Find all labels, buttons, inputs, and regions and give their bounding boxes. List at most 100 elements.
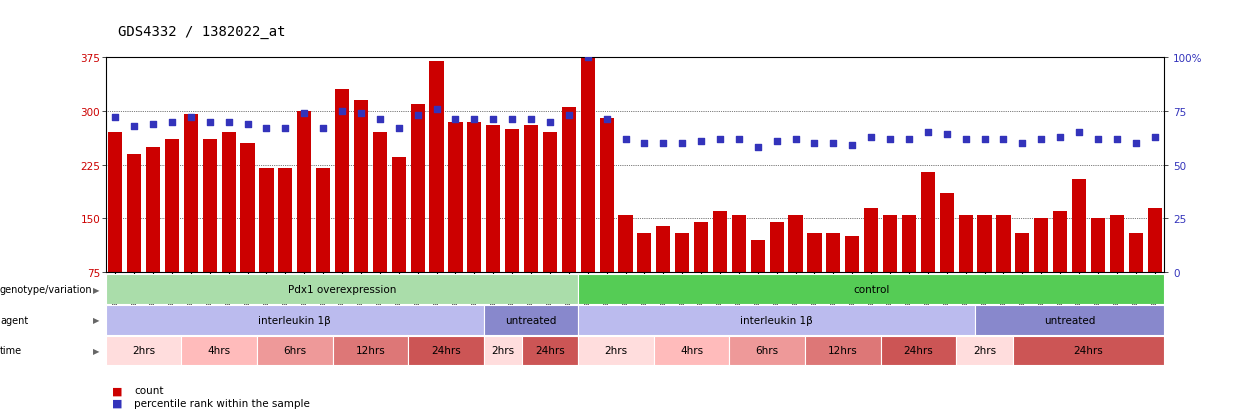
Point bbox=[691, 138, 711, 145]
Bar bbox=[298, 112, 311, 326]
Bar bbox=[600, 119, 614, 326]
Point bbox=[975, 136, 995, 143]
Text: 4hrs: 4hrs bbox=[680, 346, 703, 356]
Bar bbox=[940, 194, 954, 326]
Bar bbox=[484, 305, 578, 335]
Text: 24hrs: 24hrs bbox=[1073, 346, 1103, 356]
Text: 2hrs: 2hrs bbox=[605, 346, 627, 356]
Point bbox=[238, 121, 258, 128]
Bar bbox=[921, 172, 935, 326]
Text: interleukin 1β: interleukin 1β bbox=[741, 315, 813, 325]
Point bbox=[1051, 134, 1071, 140]
Bar bbox=[522, 336, 578, 366]
Point bbox=[407, 112, 427, 119]
Text: ▶: ▶ bbox=[93, 285, 100, 294]
Bar bbox=[259, 169, 274, 326]
Bar bbox=[806, 336, 880, 366]
Bar bbox=[279, 169, 293, 326]
Point bbox=[956, 136, 976, 143]
Bar bbox=[108, 133, 122, 326]
Bar bbox=[769, 223, 784, 326]
Bar bbox=[561, 108, 576, 326]
Point bbox=[427, 106, 447, 113]
Bar bbox=[732, 215, 746, 326]
Text: GDS4332 / 1382022_at: GDS4332 / 1382022_at bbox=[118, 25, 286, 39]
Point bbox=[672, 140, 692, 147]
Bar bbox=[106, 336, 182, 366]
Bar bbox=[959, 215, 972, 326]
Text: 2hrs: 2hrs bbox=[132, 346, 156, 356]
Bar bbox=[977, 215, 991, 326]
Bar bbox=[1035, 219, 1048, 326]
Bar bbox=[524, 126, 538, 326]
Bar bbox=[1013, 336, 1164, 366]
Bar bbox=[222, 133, 235, 326]
Point bbox=[540, 119, 560, 126]
Bar bbox=[788, 215, 803, 326]
Bar bbox=[486, 126, 500, 326]
Point bbox=[351, 110, 371, 117]
Bar bbox=[996, 215, 1011, 326]
Text: ▶: ▶ bbox=[93, 346, 100, 355]
Bar bbox=[880, 336, 956, 366]
Bar bbox=[467, 122, 482, 326]
Text: 24hrs: 24hrs bbox=[535, 346, 565, 356]
Point bbox=[1144, 134, 1164, 140]
Text: 2hrs: 2hrs bbox=[491, 346, 514, 356]
Bar bbox=[901, 215, 916, 326]
Text: 24hrs: 24hrs bbox=[431, 346, 461, 356]
Point bbox=[464, 117, 484, 123]
Bar bbox=[316, 169, 330, 326]
Point bbox=[748, 145, 768, 151]
Point bbox=[786, 136, 806, 143]
Bar bbox=[975, 305, 1164, 335]
Point bbox=[710, 136, 730, 143]
Point bbox=[843, 142, 863, 149]
Bar bbox=[578, 305, 975, 335]
Bar bbox=[845, 237, 859, 326]
Bar bbox=[411, 104, 425, 326]
Point bbox=[256, 126, 276, 132]
Point bbox=[635, 140, 655, 147]
Point bbox=[823, 140, 843, 147]
Text: interleukin 1β: interleukin 1β bbox=[259, 315, 331, 325]
Point bbox=[370, 117, 390, 123]
Text: untreated: untreated bbox=[1043, 315, 1096, 325]
Point bbox=[219, 119, 239, 126]
Text: Pdx1 overexpression: Pdx1 overexpression bbox=[288, 285, 396, 294]
Point bbox=[388, 126, 408, 132]
Text: 12hrs: 12hrs bbox=[356, 346, 385, 356]
Point bbox=[522, 117, 542, 123]
Bar bbox=[751, 240, 764, 326]
Point bbox=[1107, 136, 1127, 143]
Point bbox=[314, 126, 334, 132]
Point bbox=[143, 121, 163, 128]
Point bbox=[994, 136, 1013, 143]
Bar bbox=[335, 90, 349, 326]
Bar bbox=[578, 275, 1164, 304]
Bar bbox=[106, 275, 578, 304]
Bar bbox=[256, 336, 332, 366]
Point bbox=[199, 119, 219, 126]
Point bbox=[578, 55, 598, 61]
Bar bbox=[484, 336, 522, 366]
Bar bbox=[182, 336, 256, 366]
Bar bbox=[392, 158, 406, 326]
Point bbox=[654, 140, 674, 147]
Text: ■: ■ bbox=[112, 398, 122, 408]
Text: 24hrs: 24hrs bbox=[904, 346, 934, 356]
Point bbox=[615, 136, 635, 143]
Point bbox=[862, 134, 881, 140]
Bar bbox=[372, 133, 387, 326]
Bar bbox=[578, 336, 654, 366]
Bar bbox=[1129, 233, 1143, 326]
Point bbox=[332, 108, 352, 115]
Text: control: control bbox=[853, 285, 889, 294]
Point bbox=[804, 140, 824, 147]
Bar bbox=[827, 233, 840, 326]
Bar bbox=[505, 129, 519, 326]
Point bbox=[446, 117, 466, 123]
Point bbox=[106, 115, 126, 121]
Bar bbox=[127, 154, 141, 326]
Bar bbox=[693, 223, 708, 326]
